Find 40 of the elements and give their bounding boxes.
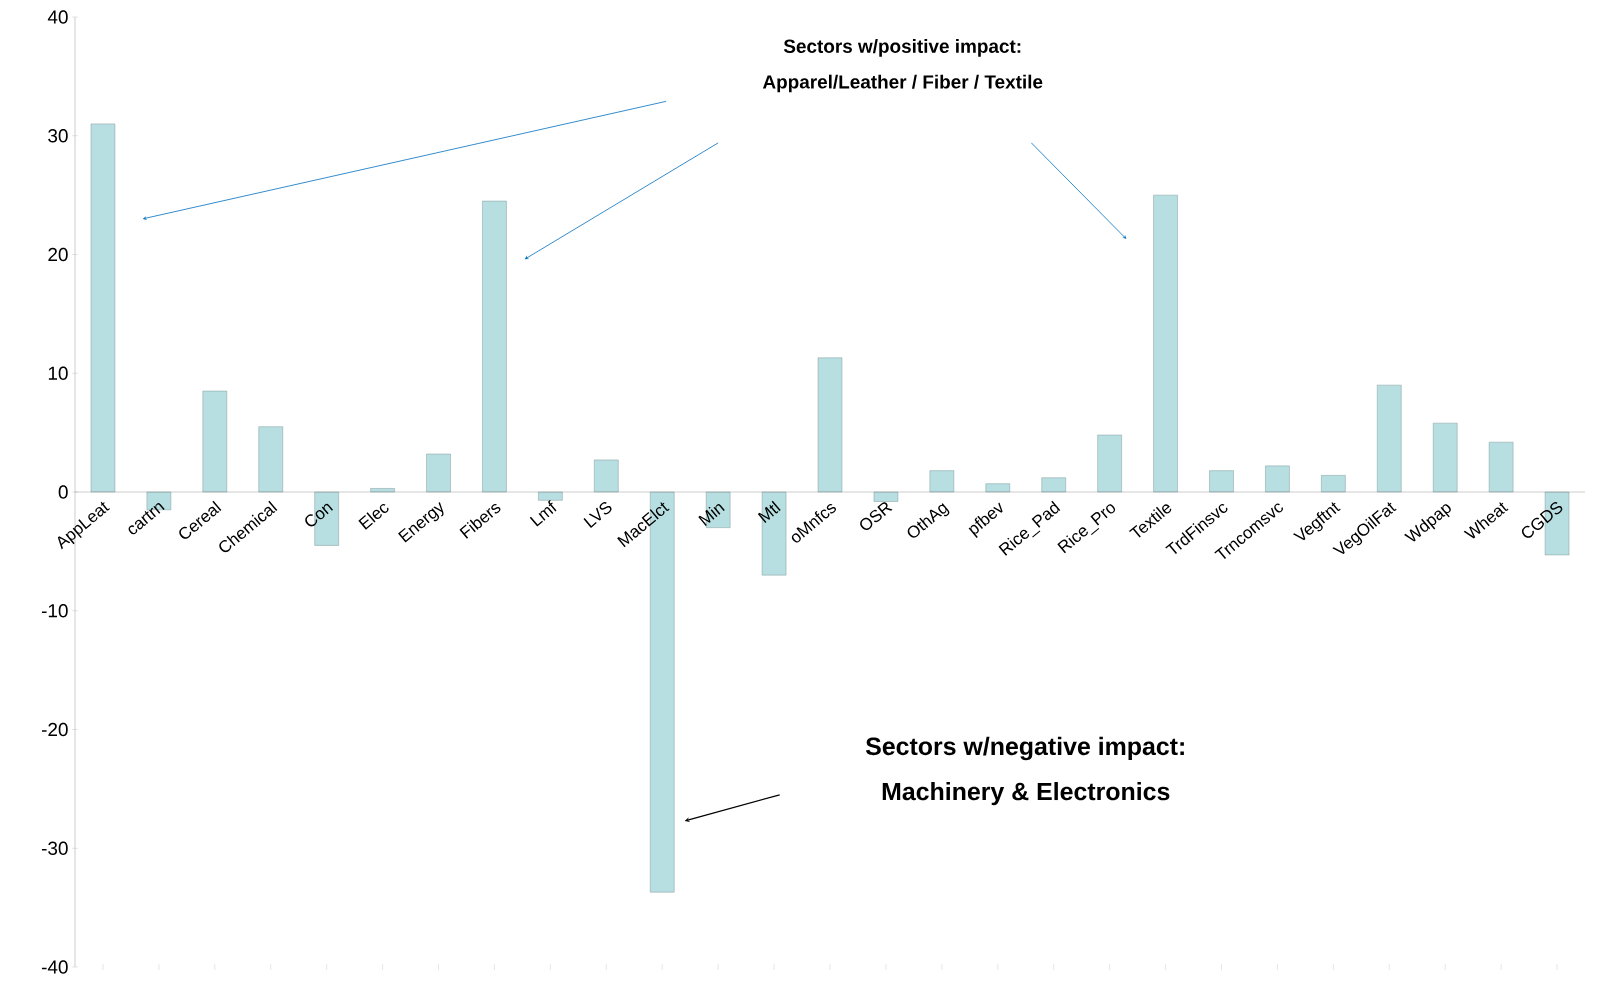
- y-tick-label: -30: [41, 841, 68, 855]
- y-tick-label: 40: [47, 10, 68, 24]
- y-tick-label: 10: [48, 366, 68, 380]
- x-tick-label: OSR: [860, 502, 893, 531]
- bar: [1265, 465, 1290, 493]
- bar: [1488, 441, 1514, 493]
- y-tick-label: 20: [48, 247, 68, 262]
- x-tick-label: Con: [305, 503, 333, 527]
- bar: [482, 200, 507, 493]
- bar: [90, 123, 116, 493]
- bar: [985, 483, 1010, 493]
- bar: [258, 426, 283, 493]
- y-tick-label: -10: [41, 604, 68, 618]
- y-tick-label: -20: [41, 722, 68, 737]
- bar: [1321, 475, 1346, 493]
- annotation: Sectors w/positive impact:: [783, 39, 1021, 57]
- x-tick-label: Mtl: [757, 500, 781, 523]
- bar: [929, 470, 955, 493]
- bar: [202, 390, 228, 493]
- bar: [1153, 194, 1178, 493]
- bar: [873, 491, 899, 502]
- y-tick-label: -40: [41, 960, 68, 974]
- bar: [1433, 422, 1458, 493]
- bar: [1377, 384, 1402, 493]
- bar: [426, 453, 451, 493]
- bar: [817, 357, 843, 493]
- y-tick-label: 0: [58, 485, 68, 499]
- bar: [1209, 470, 1234, 493]
- x-tick-label: Lmf: [529, 500, 557, 527]
- x-tick-label: Elec: [358, 503, 389, 530]
- bar: [538, 491, 563, 501]
- bar: [594, 459, 619, 493]
- annotation: Machinery & Electronics: [882, 782, 1170, 806]
- x-tick-label: LVS: [583, 502, 612, 528]
- bar: [1097, 434, 1122, 493]
- bar: [1041, 477, 1066, 493]
- x-tick-label: Min: [698, 504, 725, 527]
- annotation: Apparel/Leather / Fiber / Textile: [762, 74, 1043, 93]
- y-tick-label: 30: [48, 129, 68, 143]
- annotation: Sectors w/negative impact:: [865, 736, 1184, 761]
